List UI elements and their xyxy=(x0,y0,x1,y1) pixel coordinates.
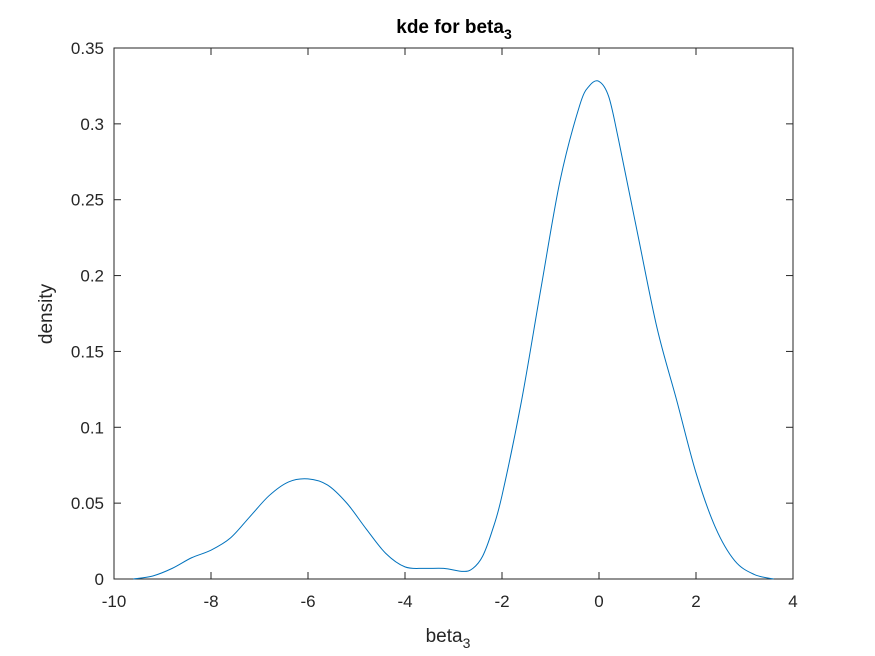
x-tick-label: 0 xyxy=(594,592,603,611)
svg-text:kde for beta3: kde for beta3 xyxy=(396,17,512,42)
x-tick-label: -6 xyxy=(300,592,315,611)
x-axis-label: beta3 xyxy=(426,626,471,651)
y-tick-label: 0.2 xyxy=(80,267,104,286)
y-axis-ticks: 0 0.05 0.1 0.15 0.2 0.25 0.3 0.35 xyxy=(71,39,793,589)
chart-title: kde for beta3 xyxy=(396,17,512,42)
y-tick-label: 0 xyxy=(95,570,104,589)
kde-density-line xyxy=(133,80,774,580)
y-tick-label: 0.3 xyxy=(80,115,104,134)
axes: -10 -8 -6 -4 -2 0 2 4 0 0.05 0.1 0.15 0.2 0.25 0.3 0.3… xyxy=(71,39,798,611)
x-tick-label: 2 xyxy=(691,592,700,611)
y-tick-label: 0.35 xyxy=(71,39,104,58)
y-axis-label: density xyxy=(36,283,57,344)
x-tick-label: -4 xyxy=(397,592,412,611)
plot-area xyxy=(113,47,794,580)
x-axis-ticks: -10 -8 -6 -4 -2 0 2 4 xyxy=(102,48,798,611)
svg-text:beta3: beta3 xyxy=(426,626,471,651)
x-tick-label: -10 xyxy=(102,592,127,611)
x-tick-label: -2 xyxy=(494,592,509,611)
y-tick-label: 0.15 xyxy=(71,342,104,361)
x-tick-label: -8 xyxy=(203,592,218,611)
y-tick-label: 0.05 xyxy=(71,494,104,513)
x-tick-label: 4 xyxy=(788,592,797,611)
y-tick-label: 0.25 xyxy=(71,191,104,210)
y-tick-label: 0.1 xyxy=(80,418,104,437)
svg-text:density: density xyxy=(36,283,57,344)
series-layer xyxy=(133,80,774,580)
